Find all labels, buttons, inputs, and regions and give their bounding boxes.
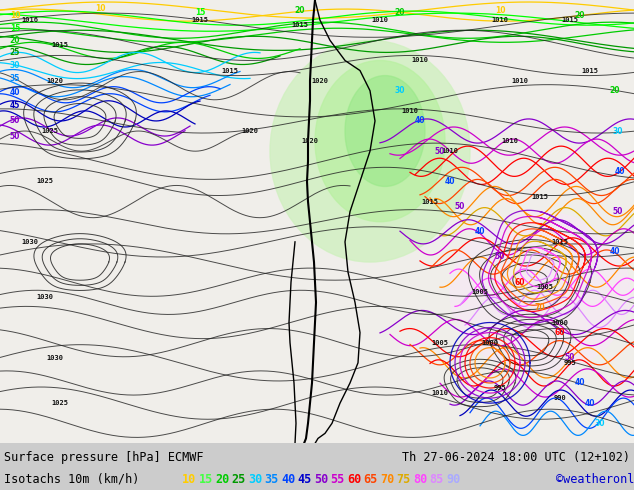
Ellipse shape [345,75,425,187]
Text: 1030: 1030 [46,355,63,361]
Text: 995: 995 [494,385,507,391]
Text: 20: 20 [610,86,620,95]
Text: 1010: 1010 [512,77,529,84]
Text: 50: 50 [314,472,328,486]
Text: 1015: 1015 [562,17,578,23]
Text: 40: 40 [615,167,625,176]
Text: 1020: 1020 [311,77,328,84]
Text: 1015: 1015 [221,68,238,74]
Text: 1015: 1015 [531,194,548,199]
Text: 1015: 1015 [552,239,569,245]
Text: 1020: 1020 [302,138,318,144]
Text: Isotachs 10m (km/h): Isotachs 10m (km/h) [4,472,139,486]
Text: Surface pressure [hPa] ECMWF: Surface pressure [hPa] ECMWF [4,451,204,464]
Text: 15: 15 [198,472,213,486]
Text: 40: 40 [10,88,20,97]
Text: 60: 60 [515,278,525,287]
Text: 60: 60 [555,328,566,337]
Text: 1010: 1010 [432,390,448,396]
Text: 40: 40 [585,399,595,408]
Ellipse shape [450,212,630,373]
Text: 25: 25 [231,472,246,486]
Text: 90: 90 [446,472,460,486]
Text: 25: 25 [10,48,20,57]
Text: 50: 50 [565,353,575,362]
Text: 1010: 1010 [372,17,389,23]
Text: 80: 80 [413,472,427,486]
Text: 50: 50 [455,202,465,211]
Text: 1015: 1015 [422,198,439,204]
Text: 1015: 1015 [581,68,598,74]
Ellipse shape [315,60,445,221]
Text: 20: 20 [395,7,405,17]
Text: 1000: 1000 [481,340,498,345]
Text: 20: 20 [215,472,230,486]
Text: 75: 75 [396,472,411,486]
Text: 1010: 1010 [401,108,418,114]
Text: ©weatheronline.co.uk: ©weatheronline.co.uk [556,472,634,486]
Text: 1010: 1010 [441,148,458,154]
Text: 1010: 1010 [491,17,508,23]
Text: 1020: 1020 [242,128,259,134]
Text: 15: 15 [195,7,205,17]
Text: 10: 10 [182,472,197,486]
Text: 1016: 1016 [22,17,39,23]
Text: 20: 20 [575,11,585,20]
Text: 85: 85 [429,472,444,486]
Text: 50: 50 [613,207,623,216]
Text: 45: 45 [10,101,20,110]
Text: 1010: 1010 [501,138,519,144]
Text: 40: 40 [281,472,295,486]
Text: 40: 40 [575,378,585,388]
Text: 1025: 1025 [37,178,53,184]
Text: 60: 60 [347,472,361,486]
Text: 10: 10 [94,3,105,13]
Text: 1025: 1025 [51,400,68,406]
Text: 40: 40 [610,247,620,256]
Text: 1030: 1030 [22,239,39,245]
Ellipse shape [270,40,470,262]
Text: Th 27-06-2024 18:00 UTC (12+102): Th 27-06-2024 18:00 UTC (12+102) [402,451,630,464]
Text: 1015: 1015 [191,17,209,23]
Text: 1020: 1020 [46,77,63,84]
Text: 30: 30 [10,61,20,70]
Text: 30: 30 [612,126,623,136]
Text: 10: 10 [495,5,505,15]
Text: 50: 50 [10,117,20,125]
Text: 30: 30 [595,419,605,428]
Text: 40: 40 [444,177,455,186]
Text: 1030: 1030 [37,294,53,300]
Text: 70: 70 [534,303,545,312]
Text: 1025: 1025 [41,128,58,134]
Text: 30: 30 [248,472,262,486]
Text: 1005: 1005 [536,284,553,290]
Text: 30: 30 [395,86,405,95]
Text: 1010: 1010 [411,57,429,64]
Text: 50: 50 [495,252,505,262]
Text: 1015: 1015 [51,42,68,49]
Text: 990: 990 [553,395,566,401]
Text: 995: 995 [564,360,576,366]
Text: 10: 10 [10,11,20,20]
Text: 1000: 1000 [552,319,569,325]
Text: 1005: 1005 [472,289,489,295]
Text: 20: 20 [295,5,305,15]
Text: 1005: 1005 [432,340,448,345]
Text: 15: 15 [10,24,20,33]
Text: 40: 40 [415,117,425,125]
Text: 55: 55 [330,472,345,486]
Text: 35: 35 [264,472,279,486]
Text: 65: 65 [363,472,378,486]
Text: 50: 50 [435,147,445,156]
Text: 1015: 1015 [292,22,309,28]
Text: 70: 70 [380,472,394,486]
Text: 40: 40 [475,227,485,236]
Text: 50: 50 [10,131,20,141]
Text: 45: 45 [297,472,312,486]
Text: 20: 20 [10,36,20,45]
Text: 35: 35 [10,74,20,83]
